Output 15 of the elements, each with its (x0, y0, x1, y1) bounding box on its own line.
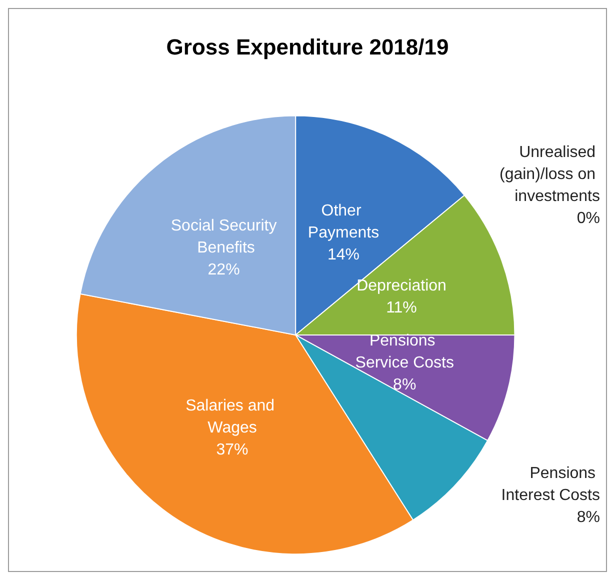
slice-label: Depreciation (356, 277, 446, 294)
data-label: 22% (208, 262, 240, 279)
text: 0% (576, 210, 600, 228)
slice-label: Other Payments (308, 202, 380, 242)
slice-label: Pensions Interest Costs (501, 464, 600, 504)
slice-label: Salaries and Wages (186, 398, 279, 437)
category-label: Unrealised (gain)/loss on investments (500, 144, 600, 206)
data-label: 37% (216, 442, 248, 459)
data-label: 14% (327, 246, 360, 264)
slice-label: Pensions Service Costs (355, 332, 454, 372)
data-label: 8% (576, 508, 600, 526)
data-label: 11% (386, 299, 417, 316)
slice-label: Social Security Benefits (170, 218, 277, 257)
data-label: 8% (393, 376, 416, 394)
chart-title: Gross Expenditure 2018/19 (166, 34, 449, 60)
